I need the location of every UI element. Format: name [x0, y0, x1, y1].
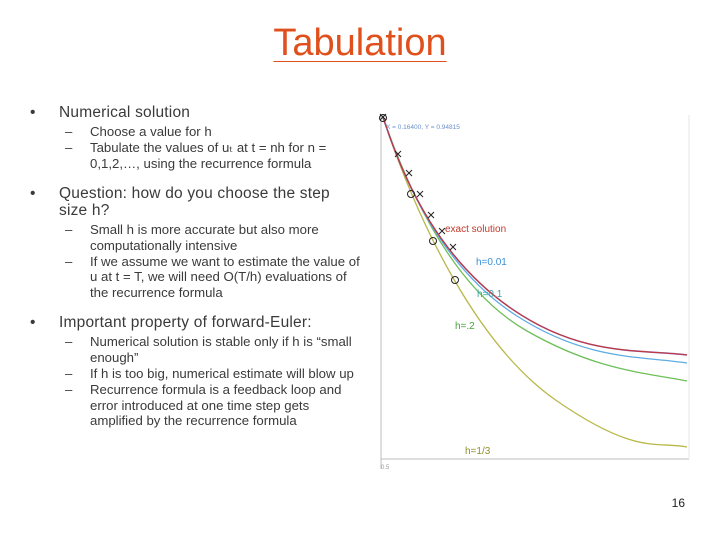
marker-circle: [407, 190, 415, 198]
page-number: 16: [671, 496, 685, 510]
sub-bullet-item: – Tabulate the values of uₜ at t = nh for…: [65, 140, 327, 171]
bullet-item: • Numerical solution: [30, 104, 360, 121]
sub-bullet-list: – Choose a value for h – Tabulate the valu…: [65, 124, 360, 171]
cursor-readout: X = 0.16400, Y = 0.94815: [386, 124, 460, 131]
marker-x: [394, 150, 402, 158]
sub-bullet-text: If we assume we want to estimate the val…: [90, 254, 360, 300]
sub-bullet-item: – Recurrence formula is a feedback loop a…: [65, 382, 342, 429]
marker-x: [416, 190, 424, 198]
solution-plot-figure: X = 0.16400, Y = 0.94815 0.5 exact solut…: [377, 111, 697, 474]
bullet-text: Important property of forward-Euler:: [59, 314, 312, 332]
sub-bullet-list: – Numerical solution is stable only if h …: [65, 334, 360, 428]
bullet-item: • Question: how do you choose the step s…: [30, 185, 360, 219]
bullet-dot: •: [30, 185, 36, 203]
marker-circle: [451, 276, 459, 284]
bullet-dot: •: [30, 104, 36, 121]
bullet-text: Numerical solution: [59, 104, 191, 121]
marker-x: [405, 169, 413, 177]
slide-title: Tabulation: [273, 22, 447, 64]
label-h-point2: h=.2: [455, 321, 475, 332]
marker-x: [427, 211, 435, 219]
bullet-list: • Numerical solution – Choose a value for…: [30, 104, 360, 429]
sub-bullet-item: – Small h is more accurate but also more …: [65, 222, 319, 253]
marker-circle: [429, 237, 437, 245]
sub-bullet-text: If h is too big, numerical estimate will…: [90, 366, 354, 382]
label-h-one-third: h=1/3: [465, 446, 491, 457]
sub-bullet-item: – Choose a value for h: [65, 124, 212, 139]
sub-bullet-text: Recurrence formula is a feedback loop an…: [90, 382, 342, 429]
label-exact-solution: exact solution: [445, 224, 506, 235]
bullet-dot: •: [30, 314, 36, 332]
sub-bullet-item: – Numerical solution is stable only if h …: [65, 334, 352, 365]
sub-bullet-list: – Small h is more accurate but also more …: [65, 222, 360, 300]
sub-bullet-item: – If h is too big, numerical estimate wil…: [65, 366, 354, 382]
marker-x: [438, 227, 446, 235]
plot-background: [377, 111, 697, 474]
label-h-point1: h=0.1: [477, 289, 503, 300]
markers-h-point2: [379, 114, 459, 284]
bullet-text: Question: how do you choose the step siz…: [59, 185, 330, 220]
label-h-point01: h=0.01: [476, 257, 507, 268]
sub-bullet-text: Numerical solution is stable only if h i…: [90, 334, 352, 365]
corner-label: 0.5: [381, 465, 390, 471]
curve-exact: [382, 116, 688, 356]
marker-circle: [379, 114, 387, 122]
markers-h-point1: [379, 113, 457, 251]
sub-bullet-text: Tabulate the values of uₜ at t = nh for …: [90, 140, 327, 171]
sub-bullet-text: Choose a value for h: [90, 124, 212, 139]
bullet-item: • Important property of forward-Euler:: [30, 314, 360, 331]
sub-bullet-item: – If we assume we want to estimate the va…: [65, 254, 360, 300]
curve-h-one-third: [382, 116, 688, 448]
marker-x: [449, 243, 457, 251]
sub-bullet-text: Small h is more accurate but also more c…: [90, 222, 319, 253]
